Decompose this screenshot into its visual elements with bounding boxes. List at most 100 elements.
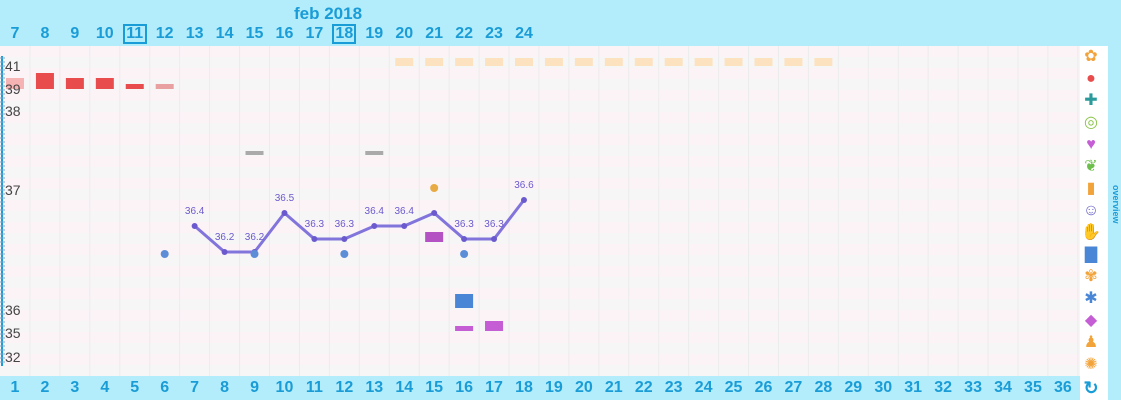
- grid-band: [0, 222, 1080, 233]
- grid-band: [0, 244, 1080, 255]
- temperature-chart[interactable]: 36.4 36.2 36.2 36.5 36.3 36.3 36.4 36.4 36.3 36.3…: [0, 46, 1080, 376]
- date-label: 12: [155, 25, 174, 42]
- orange-point: [430, 184, 439, 192]
- peach-mark: [544, 58, 563, 66]
- grid-band: [0, 299, 1080, 310]
- temperature-label: 36.3: [335, 219, 355, 230]
- bleeding-mark: [95, 78, 114, 89]
- header-bar: feb 2018 7 8 9 10 11 12 13 14 15 16 17 18 19 20 21 22 23…: [0, 0, 1121, 46]
- cycle-day-label: 16: [455, 379, 473, 396]
- cycle-day-label: 9: [250, 379, 259, 396]
- cycle-day-label: 15: [425, 379, 444, 396]
- grid-band: [0, 156, 1080, 167]
- drop-icon[interactable]: ●: [1086, 70, 1096, 87]
- tag-icon[interactable]: ◆: [1084, 312, 1098, 329]
- cycle-day-label: 5: [130, 379, 140, 396]
- cycle-day-label: 32: [934, 379, 953, 396]
- cycle-day-row: 1 2 3 4 5 6 7 8 9 10 11 12 13 14 15 16 17 18 19 20 21 22 23 24 2…: [0, 376, 1080, 400]
- grid-band: [0, 266, 1080, 277]
- date-label: 9: [70, 25, 80, 42]
- cycle-day-label: 26: [754, 379, 773, 396]
- y-label-36: 36: [5, 302, 21, 318]
- cycle-day-label: 28: [814, 379, 833, 396]
- y-label-38: 38: [5, 103, 21, 119]
- cycle-day-label: 20: [574, 379, 593, 396]
- temperature-point: [520, 197, 527, 203]
- grid-band: [0, 112, 1080, 123]
- magenta-mark: [485, 321, 504, 331]
- y-label-41: 41: [5, 58, 21, 74]
- isolated-point: [160, 250, 169, 258]
- overview-strip[interactable]: [1108, 0, 1121, 400]
- cycle-day-label: 22: [634, 379, 653, 396]
- snowflake-icon[interactable]: ✱: [1084, 290, 1098, 307]
- refresh-icon[interactable]: ↻: [1083, 377, 1099, 398]
- rings-icon[interactable]: ◎: [1084, 114, 1098, 131]
- bleeding-mark: [155, 84, 174, 89]
- grid-band: [0, 68, 1080, 79]
- date-label: 8: [40, 25, 50, 42]
- temperature-label: 36.2: [215, 232, 235, 243]
- date-label: 24: [515, 25, 533, 42]
- cycle-day-label: 3: [70, 379, 80, 396]
- hand-icon[interactable]: ✋: [1081, 224, 1101, 241]
- grid-band: [0, 211, 1080, 222]
- sun-flower-icon[interactable]: ✿: [1084, 48, 1098, 65]
- grid-band: [0, 46, 1080, 57]
- peach-mark: [754, 58, 773, 66]
- date-label: 7: [10, 25, 20, 42]
- grid-band: [0, 365, 1080, 376]
- document-icon[interactable]: ▇: [1084, 246, 1098, 263]
- person-icon[interactable]: ♟: [1083, 334, 1099, 351]
- puzzle-icon[interactable]: ✚: [1084, 92, 1098, 109]
- peach-mark: [485, 58, 504, 66]
- temperature-label: 36.6: [514, 180, 534, 191]
- temperature-label: 36.4: [365, 206, 385, 217]
- temperature-label: 36.5: [275, 193, 295, 204]
- month-label: feb 2018: [294, 4, 363, 23]
- grid-band: [0, 277, 1080, 288]
- temperature-label: 36.3: [484, 219, 504, 230]
- cycle-day-label: 17: [485, 379, 503, 396]
- temperature-point: [341, 236, 348, 242]
- grid-band: [0, 90, 1080, 101]
- temperature-point: [191, 223, 198, 229]
- peach-mark: [664, 58, 683, 66]
- date-label: 15: [245, 25, 264, 42]
- cycle-day-label: 36: [1053, 379, 1072, 396]
- bleeding-mark: [35, 73, 54, 89]
- grid-band: [0, 233, 1080, 244]
- date-label: 14: [215, 25, 234, 42]
- date-label: 22: [455, 25, 473, 42]
- grid-band: [0, 354, 1080, 365]
- date-label: 19: [365, 25, 384, 42]
- bleeding-mark: [6, 78, 24, 89]
- bottle-icon[interactable]: ▮: [1086, 180, 1096, 197]
- grid-band: [0, 167, 1080, 178]
- cycle-day-label: 11: [305, 379, 323, 396]
- grid-band: [0, 123, 1080, 134]
- flower-check-icon[interactable]: ✾: [1084, 268, 1098, 285]
- grid-band: [0, 134, 1080, 145]
- temperature-line: [193, 199, 526, 254]
- heart-icon[interactable]: ♥: [1086, 136, 1096, 153]
- temperature-point: [431, 210, 438, 216]
- sun-question-icon[interactable]: ✺: [1084, 356, 1098, 373]
- y-label-35: 35: [5, 325, 21, 341]
- blue-mark: [455, 294, 474, 308]
- peach-mark: [814, 58, 833, 66]
- grid-band: [0, 343, 1080, 354]
- cycle-day-label: 1: [10, 379, 20, 396]
- isolated-point: [460, 250, 469, 258]
- cycle-day-label: 35: [1024, 379, 1042, 396]
- grid-band: [0, 288, 1080, 299]
- leaf-icon[interactable]: ❦: [1084, 158, 1098, 175]
- grid-band: [0, 57, 1080, 68]
- overview-label[interactable]: overview: [1111, 185, 1121, 224]
- temperature-label: 36.3: [454, 219, 474, 230]
- gray-mark: [245, 151, 264, 155]
- smiley-icon[interactable]: ☺: [1082, 202, 1100, 219]
- cycle-day-label: 14: [395, 379, 414, 396]
- cycle-day-label: 21: [604, 379, 623, 396]
- grid-band: [0, 332, 1080, 343]
